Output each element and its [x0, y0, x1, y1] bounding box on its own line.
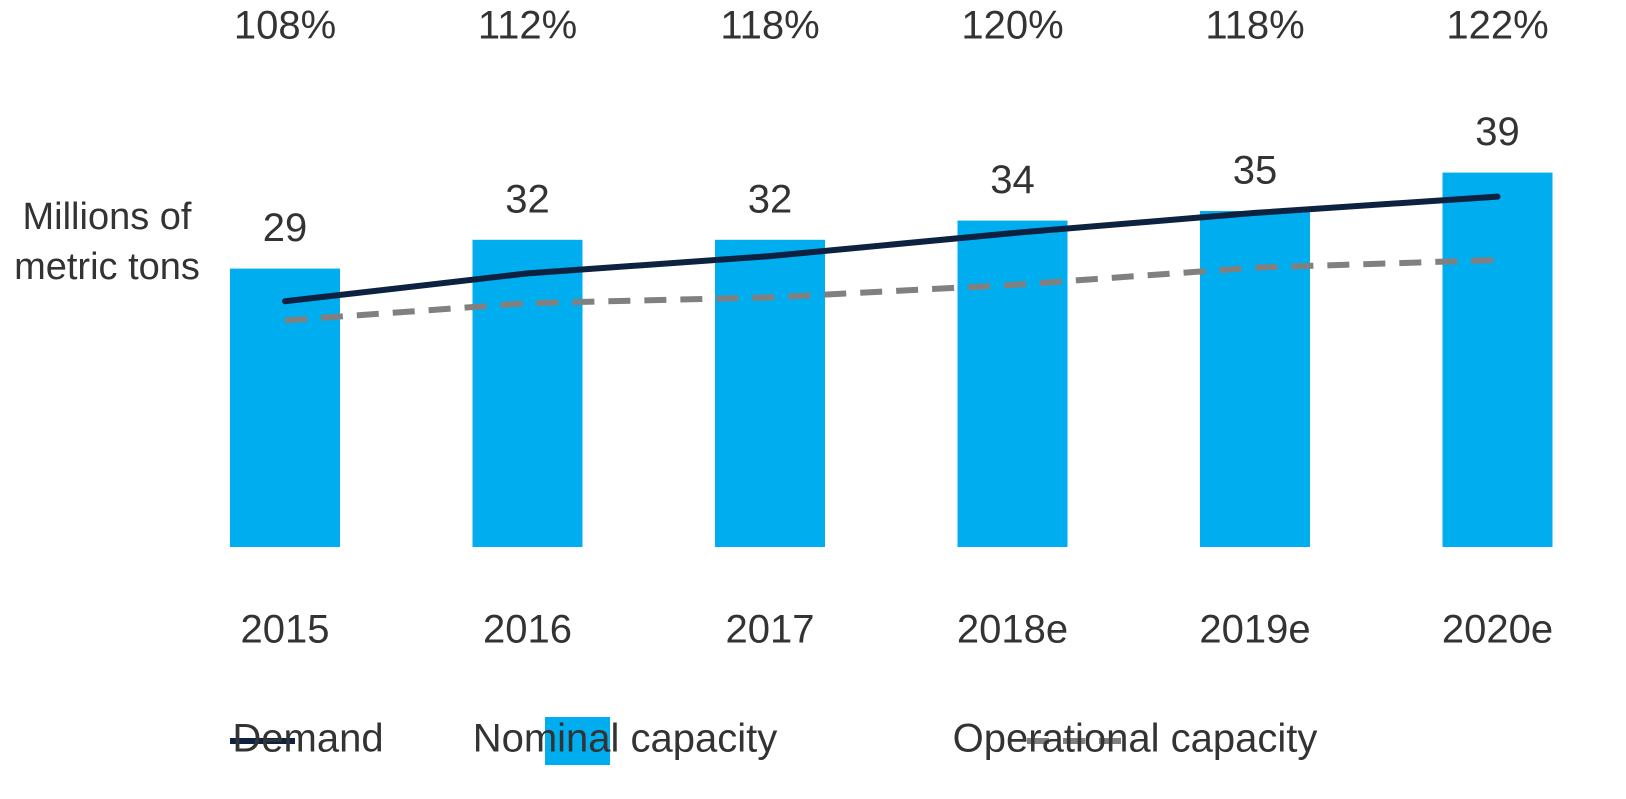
bar [230, 268, 340, 547]
bar [715, 239, 825, 548]
value-label: 29 [263, 206, 308, 250]
line [284, 256, 1498, 324]
bar [957, 220, 1068, 547]
bar [1200, 211, 1310, 547]
value-label: 32 [505, 177, 550, 221]
legend-swatch [545, 717, 610, 765]
legend-label: Operational capacity [953, 717, 1318, 761]
value-label: 39 [1475, 110, 1520, 154]
legend-label: Demand [232, 717, 383, 761]
top-label: 112% [478, 4, 577, 48]
x-tick-label: 2018e [957, 608, 1068, 652]
bar [1442, 172, 1553, 547]
x-tick-label: 2016 [483, 608, 572, 652]
top-label: 120% [961, 4, 1063, 48]
top-label: 108% [234, 4, 336, 48]
bar [472, 239, 583, 548]
top-label: 118% [720, 4, 819, 48]
line [282, 193, 1501, 305]
x-tick-label: 2015 [241, 608, 330, 652]
y-axis-label: Millions of metric tons [14, 196, 200, 288]
value-label: 32 [748, 177, 793, 221]
value-label: 35 [1233, 149, 1278, 193]
top-label: 118% [1205, 4, 1304, 48]
legend-label: Nominal capacity [473, 717, 778, 761]
x-tick-label: 2019e [1199, 608, 1310, 652]
top-label: 122% [1446, 4, 1548, 48]
x-tick-label: 2017 [726, 608, 815, 652]
value-label: 34 [990, 158, 1035, 202]
x-tick-label: 2020e [1442, 608, 1553, 652]
